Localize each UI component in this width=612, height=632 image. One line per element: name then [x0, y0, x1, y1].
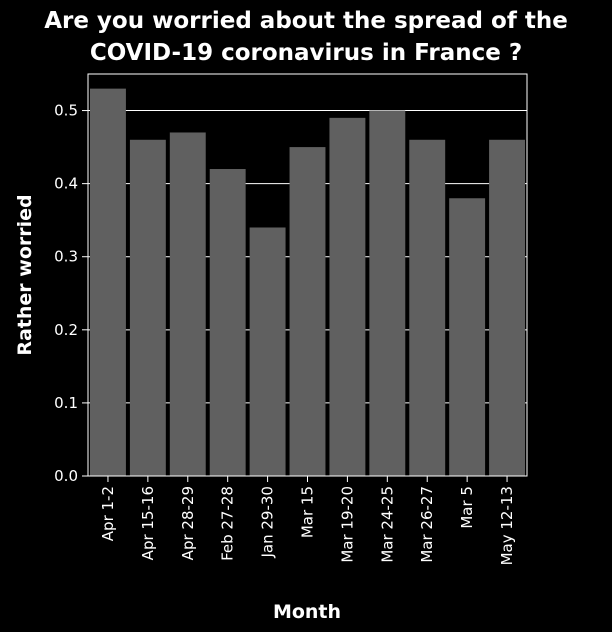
- bars: [89, 88, 526, 477]
- bar: [89, 88, 126, 477]
- y-tick-label: 0.3: [54, 248, 78, 266]
- x-tick-label: Feb 27-28: [219, 486, 237, 561]
- x-tick-label: Mar 26-27: [418, 486, 436, 563]
- chart-title-line-2: COVID-19 coronavirus in France ?: [90, 40, 522, 66]
- y-tick-label: 0.0: [54, 467, 78, 485]
- x-axis: Apr 1-2 Apr 15-16 Apr 28-29 Feb 27-28 Jan 29…: [99, 476, 516, 565]
- bar: [409, 139, 446, 477]
- x-tick-label: Jan 29-30: [259, 486, 277, 558]
- y-tick-label: 0.1: [54, 394, 78, 412]
- bar: [209, 169, 246, 476]
- x-tick-label: Mar 19-20: [338, 486, 356, 563]
- bar: [489, 139, 526, 477]
- bar: [249, 227, 286, 476]
- x-axis-label: Month: [273, 601, 341, 623]
- x-tick-label: May 12-13: [498, 486, 516, 565]
- y-tick-label: 0.5: [54, 102, 78, 120]
- bar: [169, 132, 206, 477]
- y-axis-label: Rather worried: [14, 194, 36, 355]
- x-tick-label: Apr 1-2: [99, 486, 117, 541]
- bar: [289, 147, 326, 476]
- y-tick-label: 0.2: [54, 321, 78, 339]
- y-axis: 0.0 0.1 0.2 0.3 0.4 0.5: [54, 102, 88, 485]
- x-tick-label: Mar 5: [458, 486, 476, 529]
- bar: [129, 139, 166, 477]
- y-tick-label: 0.4: [54, 175, 78, 193]
- chart-title-line-1: Are you worried about the spread of the: [44, 8, 568, 34]
- plot-area: [87, 73, 528, 477]
- bar: [329, 117, 366, 476]
- x-tick-label: Apr 28-29: [179, 486, 197, 560]
- x-tick-label: Mar 24-25: [378, 486, 396, 563]
- x-tick-label: Apr 15-16: [139, 486, 157, 560]
- x-tick-label: Mar 15: [299, 486, 317, 538]
- bar: [369, 110, 406, 476]
- bar: [449, 198, 486, 476]
